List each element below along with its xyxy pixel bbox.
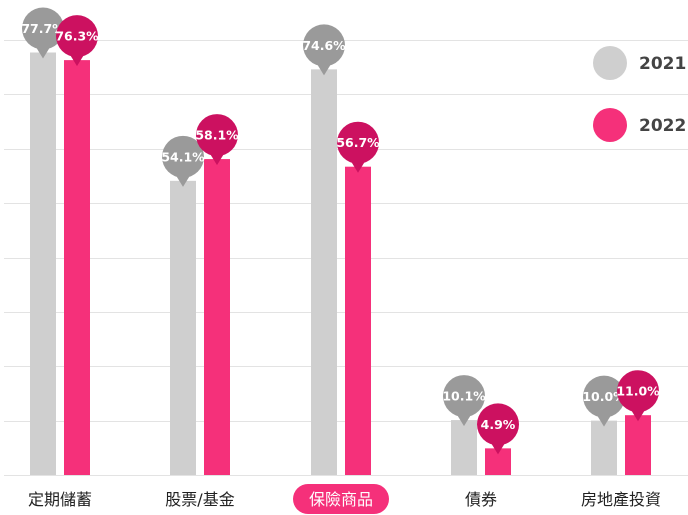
value-bubble: 10.1% (442, 375, 486, 427)
bubble-circle (22, 7, 64, 50)
bubble-circle (617, 370, 659, 413)
bar-2021-3 (451, 420, 477, 475)
data-label: 56.7% (336, 135, 380, 150)
tick-label: 股票/基金 (165, 490, 234, 509)
data-label: 58.1% (195, 128, 239, 143)
value-bubble: 11.0% (616, 370, 660, 422)
bar-2021-2 (311, 69, 337, 476)
data-label: 10.0% (582, 389, 626, 404)
data-label: 10.1% (442, 389, 486, 404)
data-label: 11.0% (616, 384, 660, 399)
value-bubble: 54.1% (161, 135, 205, 187)
legend-label: 2021 (639, 54, 686, 74)
value-bubble: 10.0% (582, 375, 626, 427)
bar-2021-0 (30, 52, 56, 475)
bar-2021-1 (170, 180, 196, 476)
bubble-circle (303, 24, 345, 67)
bar-2022-1 (204, 159, 230, 476)
bubble-circle (56, 15, 98, 58)
value-bubble: 76.3% (55, 15, 99, 67)
data-label: 4.9% (481, 417, 516, 432)
value-bubble: 56.7% (336, 121, 380, 173)
legend-label: 2022 (639, 116, 686, 136)
bar-2022-0 (64, 60, 90, 476)
tick-label: 房地產投資 (581, 490, 661, 509)
tick-label: 保險商品 (309, 490, 373, 509)
data-label: 76.3% (55, 29, 99, 44)
tick-label: 債券 (465, 490, 497, 509)
value-bubble: 77.7% (21, 7, 65, 59)
legend-swatch (593, 46, 627, 80)
legend: 2021 2022 (593, 46, 686, 142)
bar-2022-2 (345, 166, 371, 475)
data-label: 54.1% (161, 149, 205, 164)
value-bubble: 74.6% (302, 24, 346, 76)
bubble-circle (477, 403, 519, 446)
bars-layer (30, 52, 651, 476)
bar-2022-4 (625, 415, 651, 475)
tick-label: 定期儲蓄 (28, 490, 92, 509)
highlight-pill (293, 484, 389, 514)
x-axis-labels: 定期儲蓄 股票/基金 保險商品 債券 房地產投資 (28, 484, 661, 514)
bubble-circle (443, 375, 485, 418)
bubble-circle (196, 114, 238, 157)
bubble-circle (162, 135, 204, 178)
legend-swatch (593, 108, 627, 142)
value-labels-layer: 77.7% 54.1% 74.6% 10.1% 10.0% 76.3% 58.1% 56.7%… (21, 7, 660, 455)
data-label: 77.7% (21, 21, 65, 36)
bar-2021-4 (591, 420, 617, 475)
data-label: 74.6% (302, 38, 346, 53)
bubble-circle (337, 121, 379, 164)
value-bubble: 4.9% (477, 403, 519, 455)
value-bubble: 58.1% (195, 114, 239, 166)
bubble-circle (583, 375, 625, 418)
